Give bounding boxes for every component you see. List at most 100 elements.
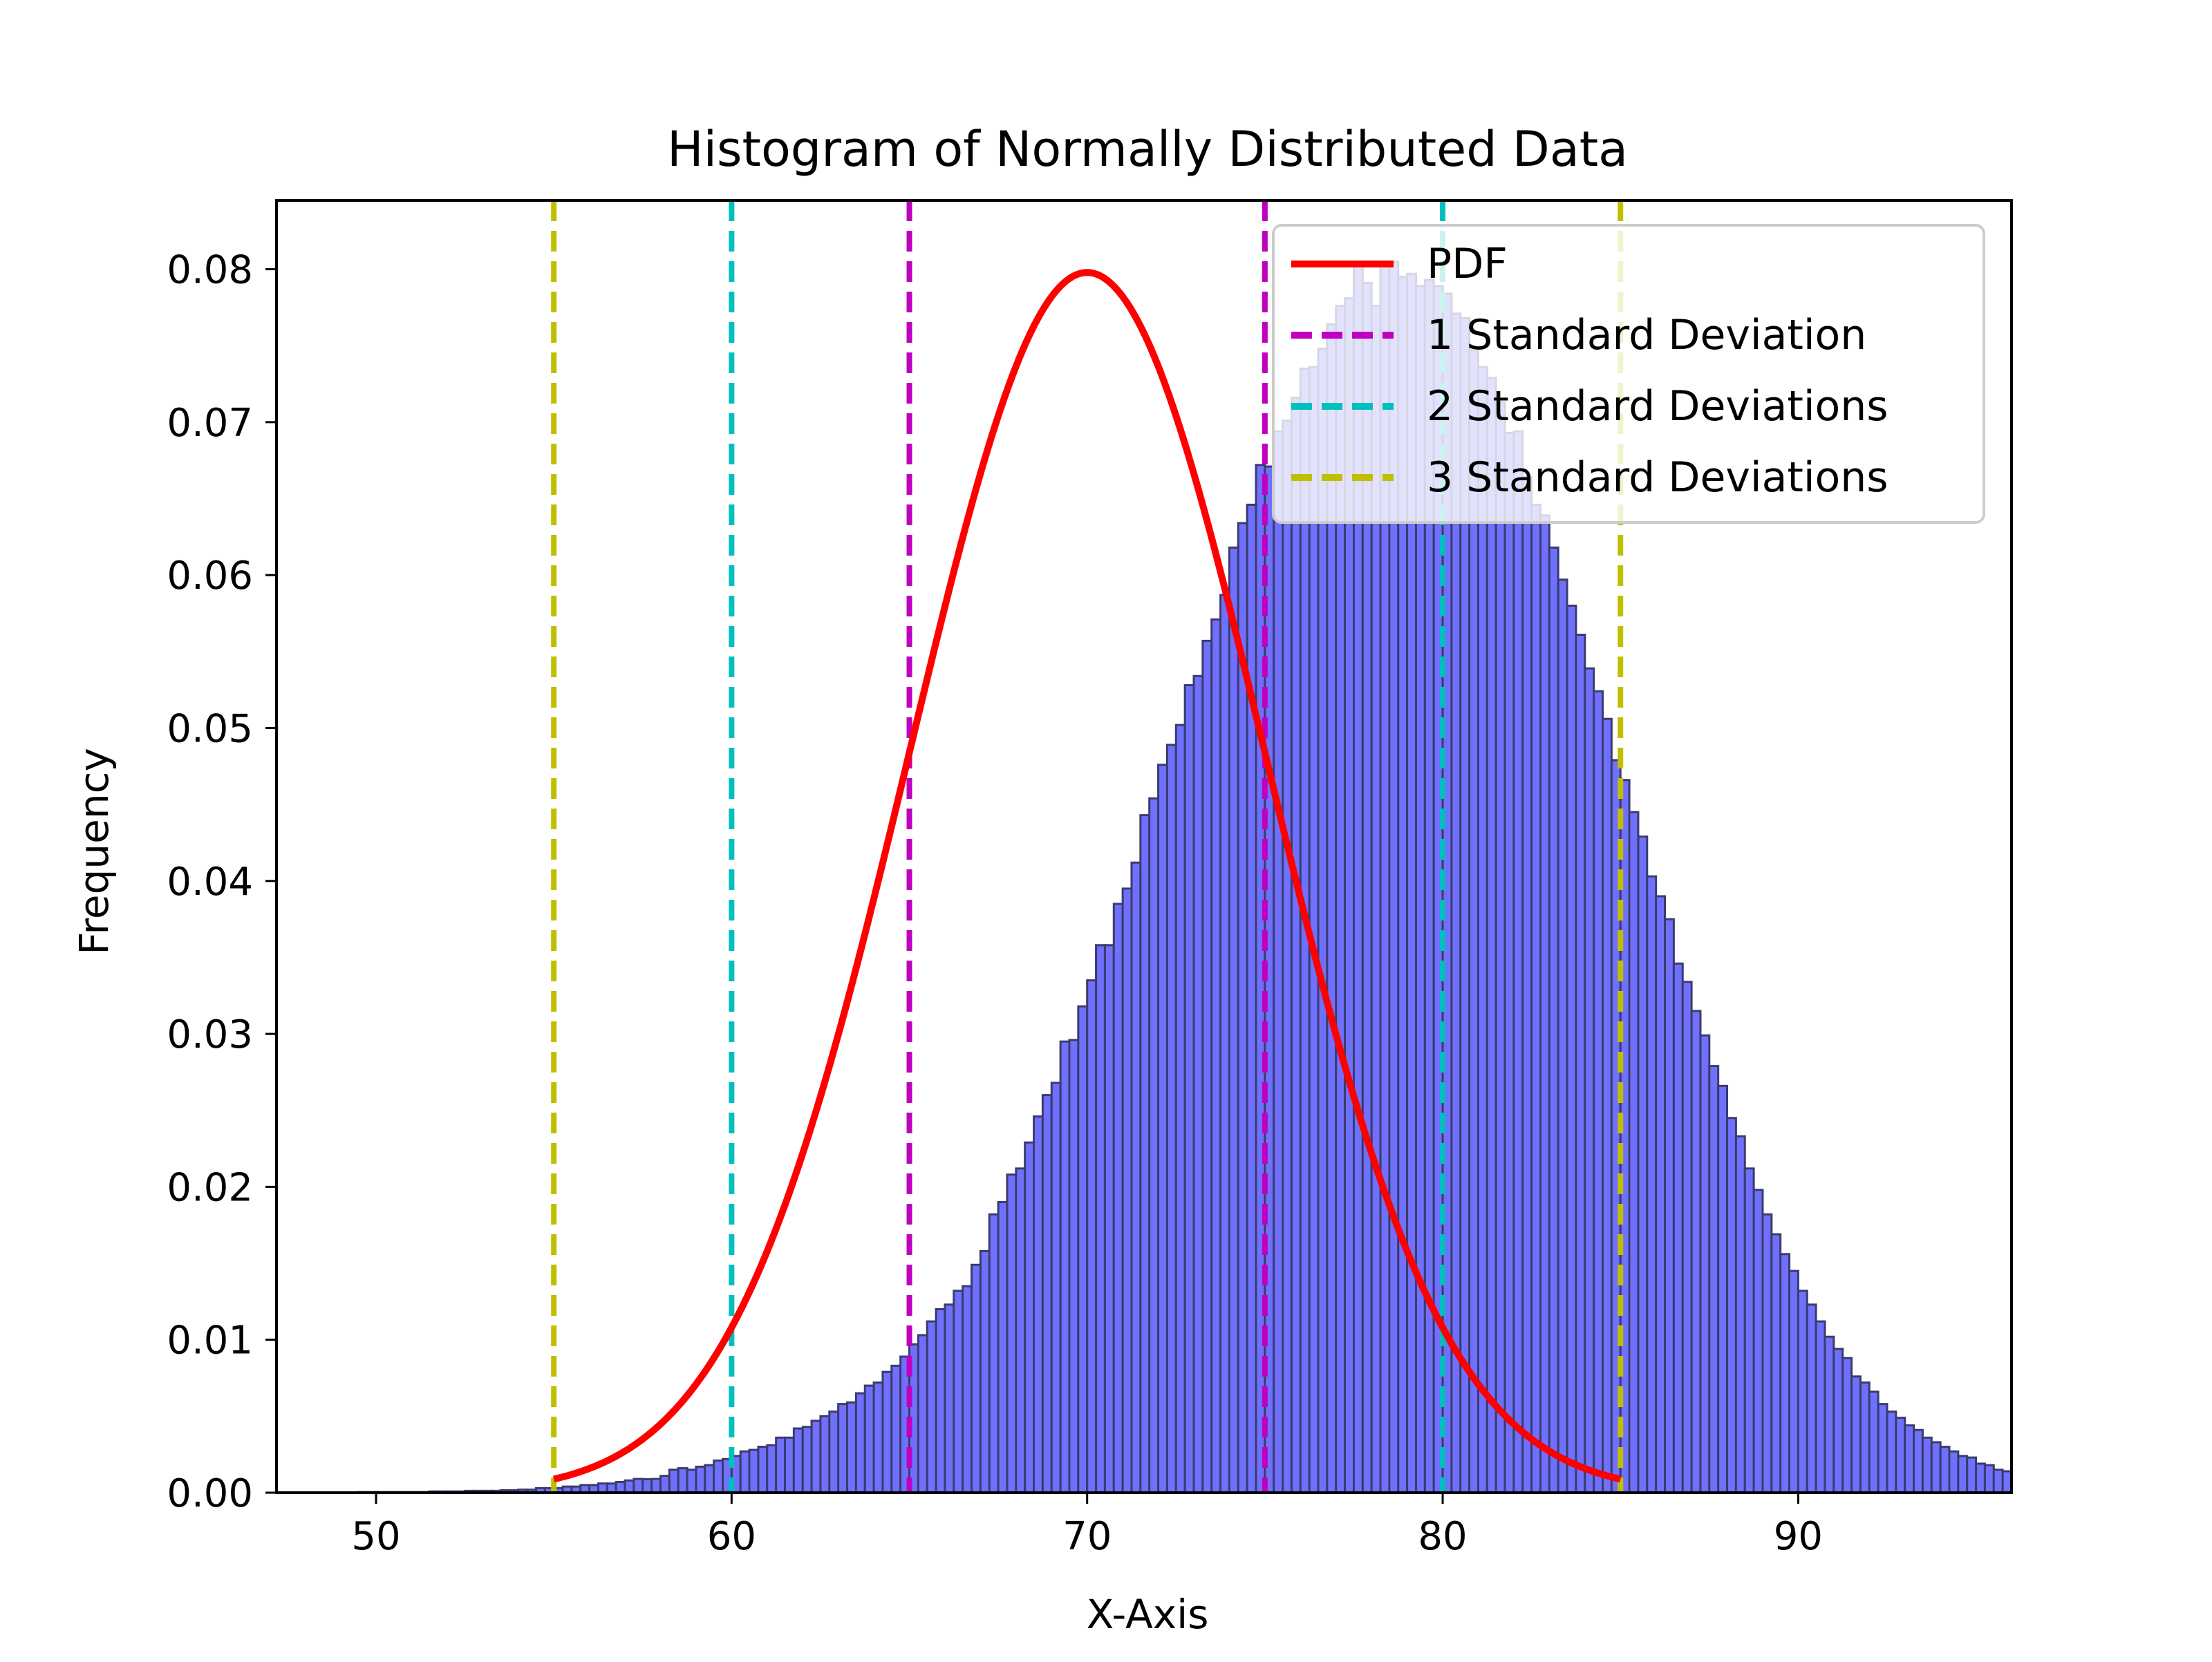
histogram-bar	[890, 1364, 902, 1493]
histogram-bar	[1584, 667, 1595, 1493]
histogram-bar	[1966, 1456, 1978, 1493]
plot-area	[357, 200, 2012, 1493]
histogram-bar	[766, 1444, 778, 1493]
histogram-bar	[1201, 639, 1213, 1493]
histogram-bar	[988, 1213, 1000, 1493]
histogram-bar	[1273, 430, 1284, 1493]
histogram-bar	[650, 1477, 662, 1493]
histogram-bar	[1824, 1335, 1835, 1493]
histogram-bar	[1886, 1410, 1897, 1493]
histogram-bar	[1646, 875, 1658, 1493]
histogram-bar	[1210, 618, 1222, 1493]
histogram-bar	[704, 1464, 715, 1493]
histogram-bar	[1957, 1455, 1969, 1493]
histogram-bar	[962, 1285, 973, 1493]
histogram-bar	[1743, 1167, 1755, 1493]
legend: PDF 1 Standard Deviation 2 Standard Deviat…	[1272, 224, 1985, 524]
histogram-bar	[1548, 546, 1559, 1493]
histogram-bar	[1895, 1417, 1906, 1493]
histogram-bar	[1130, 861, 1142, 1493]
histogram-bar	[1521, 476, 1533, 1493]
histogram-bar	[1033, 1115, 1044, 1493]
histogram-bar	[615, 1481, 626, 1493]
histogram-bar	[1139, 814, 1151, 1493]
histogram-bar	[1539, 514, 1550, 1493]
histogram-bar	[1557, 578, 1568, 1493]
y-tick-label: 0.07	[167, 401, 253, 446]
histogram-bar	[1770, 1233, 1782, 1493]
histogram-bar	[1059, 1040, 1071, 1493]
histogram-bar	[1655, 895, 1667, 1493]
histogram-bar	[1717, 1084, 1729, 1493]
y-tick-label: 0.04	[167, 860, 253, 905]
histogram-bar	[1975, 1462, 1986, 1493]
histogram-bar	[739, 1450, 751, 1493]
histogram-bar	[624, 1479, 635, 1493]
histogram-bar	[881, 1370, 893, 1493]
x-tick-label: 70	[1062, 1514, 1112, 1559]
histogram-bar	[872, 1381, 884, 1493]
histogram-bar	[784, 1436, 795, 1493]
histogram-bar	[997, 1201, 1009, 1493]
histogram-bar	[1219, 594, 1230, 1493]
histogram-bar	[668, 1469, 679, 1493]
histogram-bar	[828, 1410, 840, 1493]
histogram-bar	[926, 1320, 937, 1493]
histogram-bar	[846, 1401, 857, 1493]
histogram-bar	[1948, 1450, 1960, 1493]
histogram-bar	[1681, 981, 1693, 1493]
histogram-bar	[1726, 1117, 1737, 1493]
histogram-bar	[1112, 903, 1124, 1493]
histogram-bar	[1192, 674, 1204, 1493]
histogram-bar	[1602, 717, 1613, 1493]
histogram-bar	[1752, 1189, 1764, 1493]
histogram-bar	[1672, 962, 1684, 1493]
histogram-bar	[1530, 503, 1541, 1493]
legend-label: 2 Standard Deviations	[1427, 382, 1888, 431]
y-tick-label: 0.03	[167, 1012, 253, 1057]
y-axis-label: Frequency	[71, 748, 118, 955]
histogram-bar	[1708, 1065, 1720, 1493]
histogram-bar	[1761, 1213, 1773, 1493]
y-tick-label: 0.02	[167, 1165, 253, 1210]
histogram-bar	[632, 1477, 644, 1493]
histogram-bar	[1983, 1464, 1995, 1493]
legend-box	[1272, 224, 1985, 524]
histogram-bar	[1806, 1303, 1817, 1493]
histogram-bar	[641, 1478, 653, 1493]
y-tick-label: 0.00	[167, 1471, 253, 1516]
histogram-bar	[1575, 633, 1586, 1493]
histogram-bar	[1850, 1375, 1862, 1493]
histogram-bar	[953, 1290, 964, 1493]
legend-label: 1 Standard Deviation	[1427, 311, 1866, 359]
histogram-bar	[1494, 401, 1506, 1493]
histogram-bar	[1815, 1320, 1826, 1493]
histogram-bar	[1930, 1441, 1942, 1493]
histogram-bar	[1833, 1348, 1844, 1493]
histogram-bar	[1512, 430, 1524, 1493]
x-tick-label: 80	[1418, 1514, 1467, 1559]
legend-label: 3 Standard Deviations	[1427, 453, 1888, 502]
y-tick-label: 0.06	[167, 554, 253, 598]
histogram-bar	[854, 1392, 866, 1493]
y-tick-label: 0.01	[167, 1319, 253, 1363]
histogram-bar	[1788, 1269, 1799, 1493]
histogram-bar	[1246, 503, 1257, 1493]
histogram-bar	[1086, 979, 1098, 1493]
chart-title: Histogram of Normally Distributed Data	[667, 121, 1628, 178]
x-tick-label: 90	[1774, 1514, 1823, 1559]
histogram-bar	[1006, 1173, 1018, 1493]
histogram-bar	[775, 1436, 787, 1493]
plot-inner	[357, 200, 2012, 1493]
x-axis-label: X-Axis	[1087, 1591, 1209, 1638]
histogram-bar	[979, 1249, 991, 1493]
histogram-bar	[1797, 1290, 1808, 1493]
histogram-bar	[1050, 1082, 1062, 1493]
histogram-bar	[1664, 918, 1675, 1493]
histogram-bar	[1690, 1010, 1702, 1493]
histogram-bar	[1077, 1005, 1089, 1493]
histogram-bar	[748, 1448, 760, 1493]
histogram-bar	[1183, 684, 1195, 1493]
histogram-bar	[917, 1334, 928, 1493]
